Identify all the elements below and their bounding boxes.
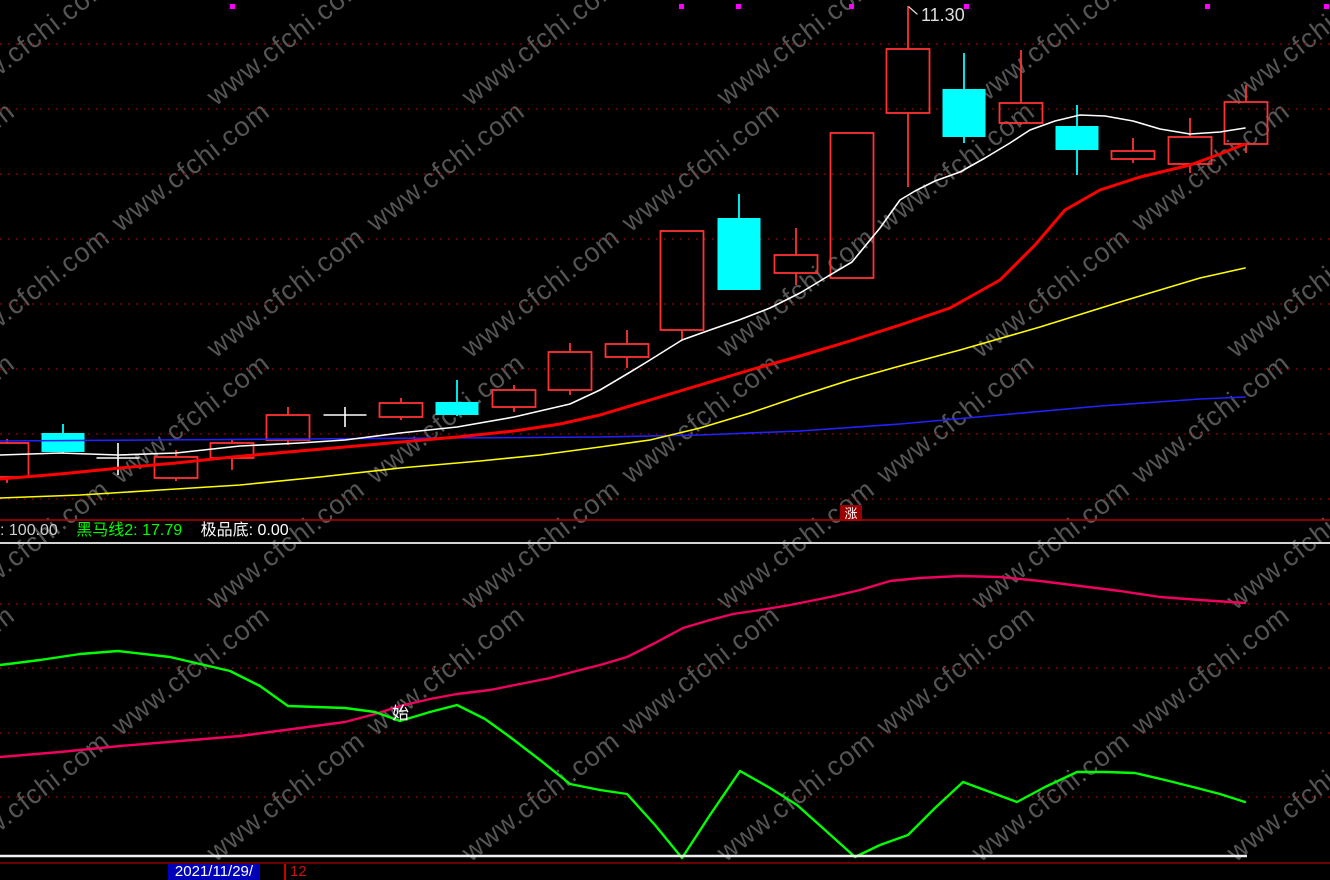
- candle-up: [265, 414, 311, 441]
- bar-count-label: 12: [290, 863, 307, 880]
- candle-up: [604, 343, 650, 358]
- candle-up: [829, 132, 875, 279]
- ma-yellow: [0, 267, 1246, 499]
- candle-up: [885, 48, 931, 114]
- candle-down: [41, 433, 85, 452]
- candle-down: [435, 402, 479, 415]
- candle-up: [1223, 101, 1269, 145]
- high-price-label: 11.30: [921, 5, 965, 25]
- period-mark: [230, 4, 235, 9]
- indicator-value-1: : 100.00: [0, 522, 58, 539]
- period-mark: [736, 4, 741, 9]
- candle-up: [998, 102, 1044, 124]
- candle-up: [773, 254, 819, 274]
- indicator-value-jipindi: 极品底: 0.00: [200, 522, 289, 539]
- date-label: 2021/11/29/一: [168, 864, 260, 880]
- period-mark: [1205, 4, 1210, 9]
- period-mark: [679, 4, 684, 9]
- ma-red: [0, 142, 1247, 481]
- bar-count-tick: [284, 864, 286, 880]
- panel-separator-line: [0, 542, 1330, 544]
- high-pointer-arrow: [908, 6, 918, 15]
- candle-up: [547, 351, 593, 391]
- period-mark: [849, 4, 854, 9]
- candle-up: [1110, 150, 1156, 160]
- rise-badge-bg: [840, 505, 862, 521]
- start-signal-label: 始: [392, 704, 409, 723]
- heima-line-magenta: [0, 574, 1247, 759]
- time-axis: 2021/11/29/一 12: [0, 864, 1330, 880]
- rise-badge-label: 涨: [844, 506, 857, 521]
- candle-up: [659, 230, 705, 331]
- candle-up: [378, 402, 424, 418]
- jipindi-line-green: [0, 649, 1247, 860]
- candle-down: [717, 218, 761, 290]
- indicator-header: : 100.00 黑马线2: 17.79 极品底: 0.00: [0, 521, 1330, 541]
- candle-down: [1055, 126, 1099, 150]
- period-mark: [1324, 4, 1329, 9]
- ma-blue: [0, 396, 1246, 442]
- period-mark: [964, 4, 969, 9]
- candle-up: [491, 389, 537, 408]
- candle-down: [942, 89, 986, 137]
- ma-white: [0, 114, 1246, 456]
- candle-up: [0, 442, 30, 478]
- candle-up: [153, 456, 199, 479]
- indicator-value-heimaxian2: 黑马线2: 17.79: [76, 522, 183, 539]
